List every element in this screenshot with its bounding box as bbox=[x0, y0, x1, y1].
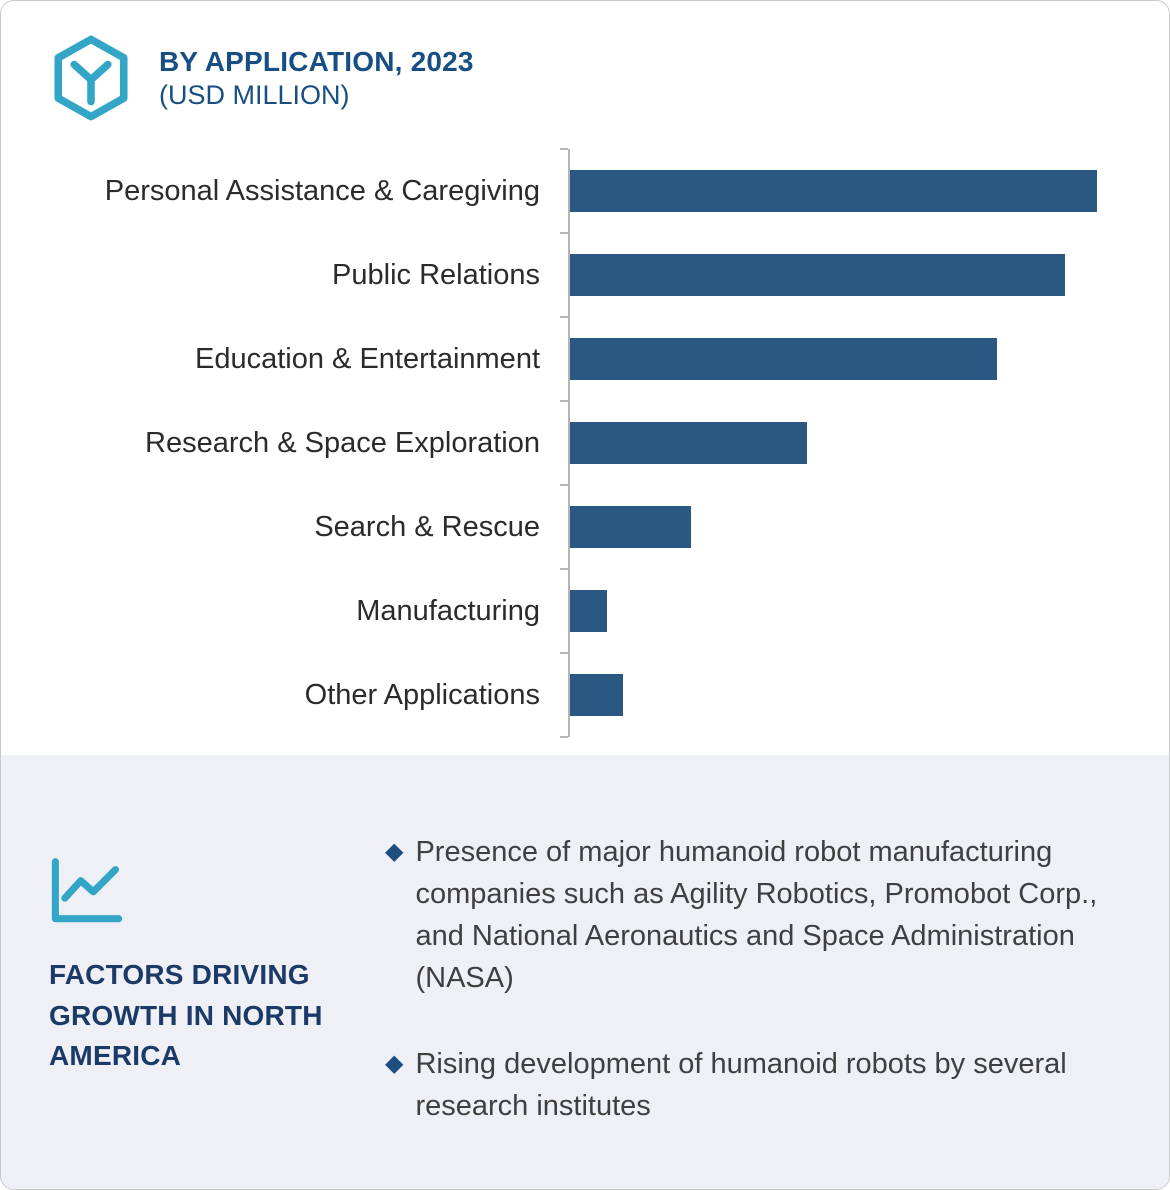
bar bbox=[570, 170, 1097, 212]
bar-row: Other Applications bbox=[41, 652, 1129, 738]
line-chart-icon bbox=[49, 857, 349, 925]
category-label: Personal Assistance & Caregiving bbox=[104, 174, 540, 207]
chart-header: BY APPLICATION, 2023 (USD MILLION) bbox=[41, 35, 1129, 121]
category-label: Other Applications bbox=[304, 678, 540, 711]
bullet-text: Rising development of humanoid robots by… bbox=[415, 1048, 1067, 1123]
factors-left-column: FACTORS DRIVING GROWTH IN NORTH AMERICA bbox=[49, 831, 349, 1171]
bar bbox=[570, 422, 808, 464]
bar-track bbox=[560, 652, 1129, 738]
category-label: Research & Space Exploration bbox=[145, 426, 540, 459]
bullet-item: ◆ Presence of major humanoid robot manuf… bbox=[385, 831, 1121, 999]
bar-chart: Personal Assistance & Caregiving Public R… bbox=[41, 148, 1129, 738]
bar-row: Research & Space Exploration bbox=[41, 400, 1129, 485]
bar-row: Manufacturing bbox=[41, 568, 1129, 653]
category-label: Search & Rescue bbox=[314, 510, 540, 543]
diamond-bullet-icon: ◆ bbox=[385, 838, 404, 865]
bar-row: Search & Rescue bbox=[41, 484, 1129, 569]
bar-row: Personal Assistance & Caregiving bbox=[41, 148, 1129, 233]
bullet-text: Presence of major humanoid robot manufac… bbox=[415, 836, 1098, 995]
category-label: Public Relations bbox=[332, 258, 540, 291]
factors-panel: FACTORS DRIVING GROWTH IN NORTH AMERICA … bbox=[1, 755, 1169, 1189]
bar bbox=[570, 338, 997, 380]
bar bbox=[570, 590, 607, 632]
diamond-bullet-icon: ◆ bbox=[385, 1050, 404, 1078]
category-label: Education & Entertainment bbox=[195, 342, 540, 375]
chart-title-block: BY APPLICATION, 2023 (USD MILLION) bbox=[159, 45, 474, 111]
bar-track bbox=[560, 232, 1129, 317]
bar bbox=[570, 254, 1066, 296]
factors-title: FACTORS DRIVING GROWTH IN NORTH AMERICA bbox=[49, 959, 323, 1072]
bar-row: Public Relations bbox=[41, 232, 1129, 317]
bar-track bbox=[560, 568, 1129, 653]
bullet-item: ◆ Rising development of humanoid robots … bbox=[385, 1043, 1121, 1127]
bar bbox=[570, 506, 692, 548]
bar-track bbox=[560, 316, 1129, 401]
category-label: Manufacturing bbox=[356, 594, 540, 627]
factors-bullets: ◆ Presence of major humanoid robot manuf… bbox=[385, 831, 1121, 1171]
bar-track bbox=[560, 484, 1129, 569]
chart-section: BY APPLICATION, 2023 (USD MILLION) Perso… bbox=[1, 1, 1169, 755]
bar-track bbox=[560, 148, 1129, 233]
chart-title: BY APPLICATION, 2023 bbox=[159, 46, 474, 77]
bar bbox=[570, 674, 623, 716]
bar-row: Education & Entertainment bbox=[41, 316, 1129, 401]
chart-subtitle: (USD MILLION) bbox=[159, 79, 350, 110]
hexagon-y-logo-icon bbox=[49, 35, 133, 121]
bar-track bbox=[560, 400, 1129, 485]
